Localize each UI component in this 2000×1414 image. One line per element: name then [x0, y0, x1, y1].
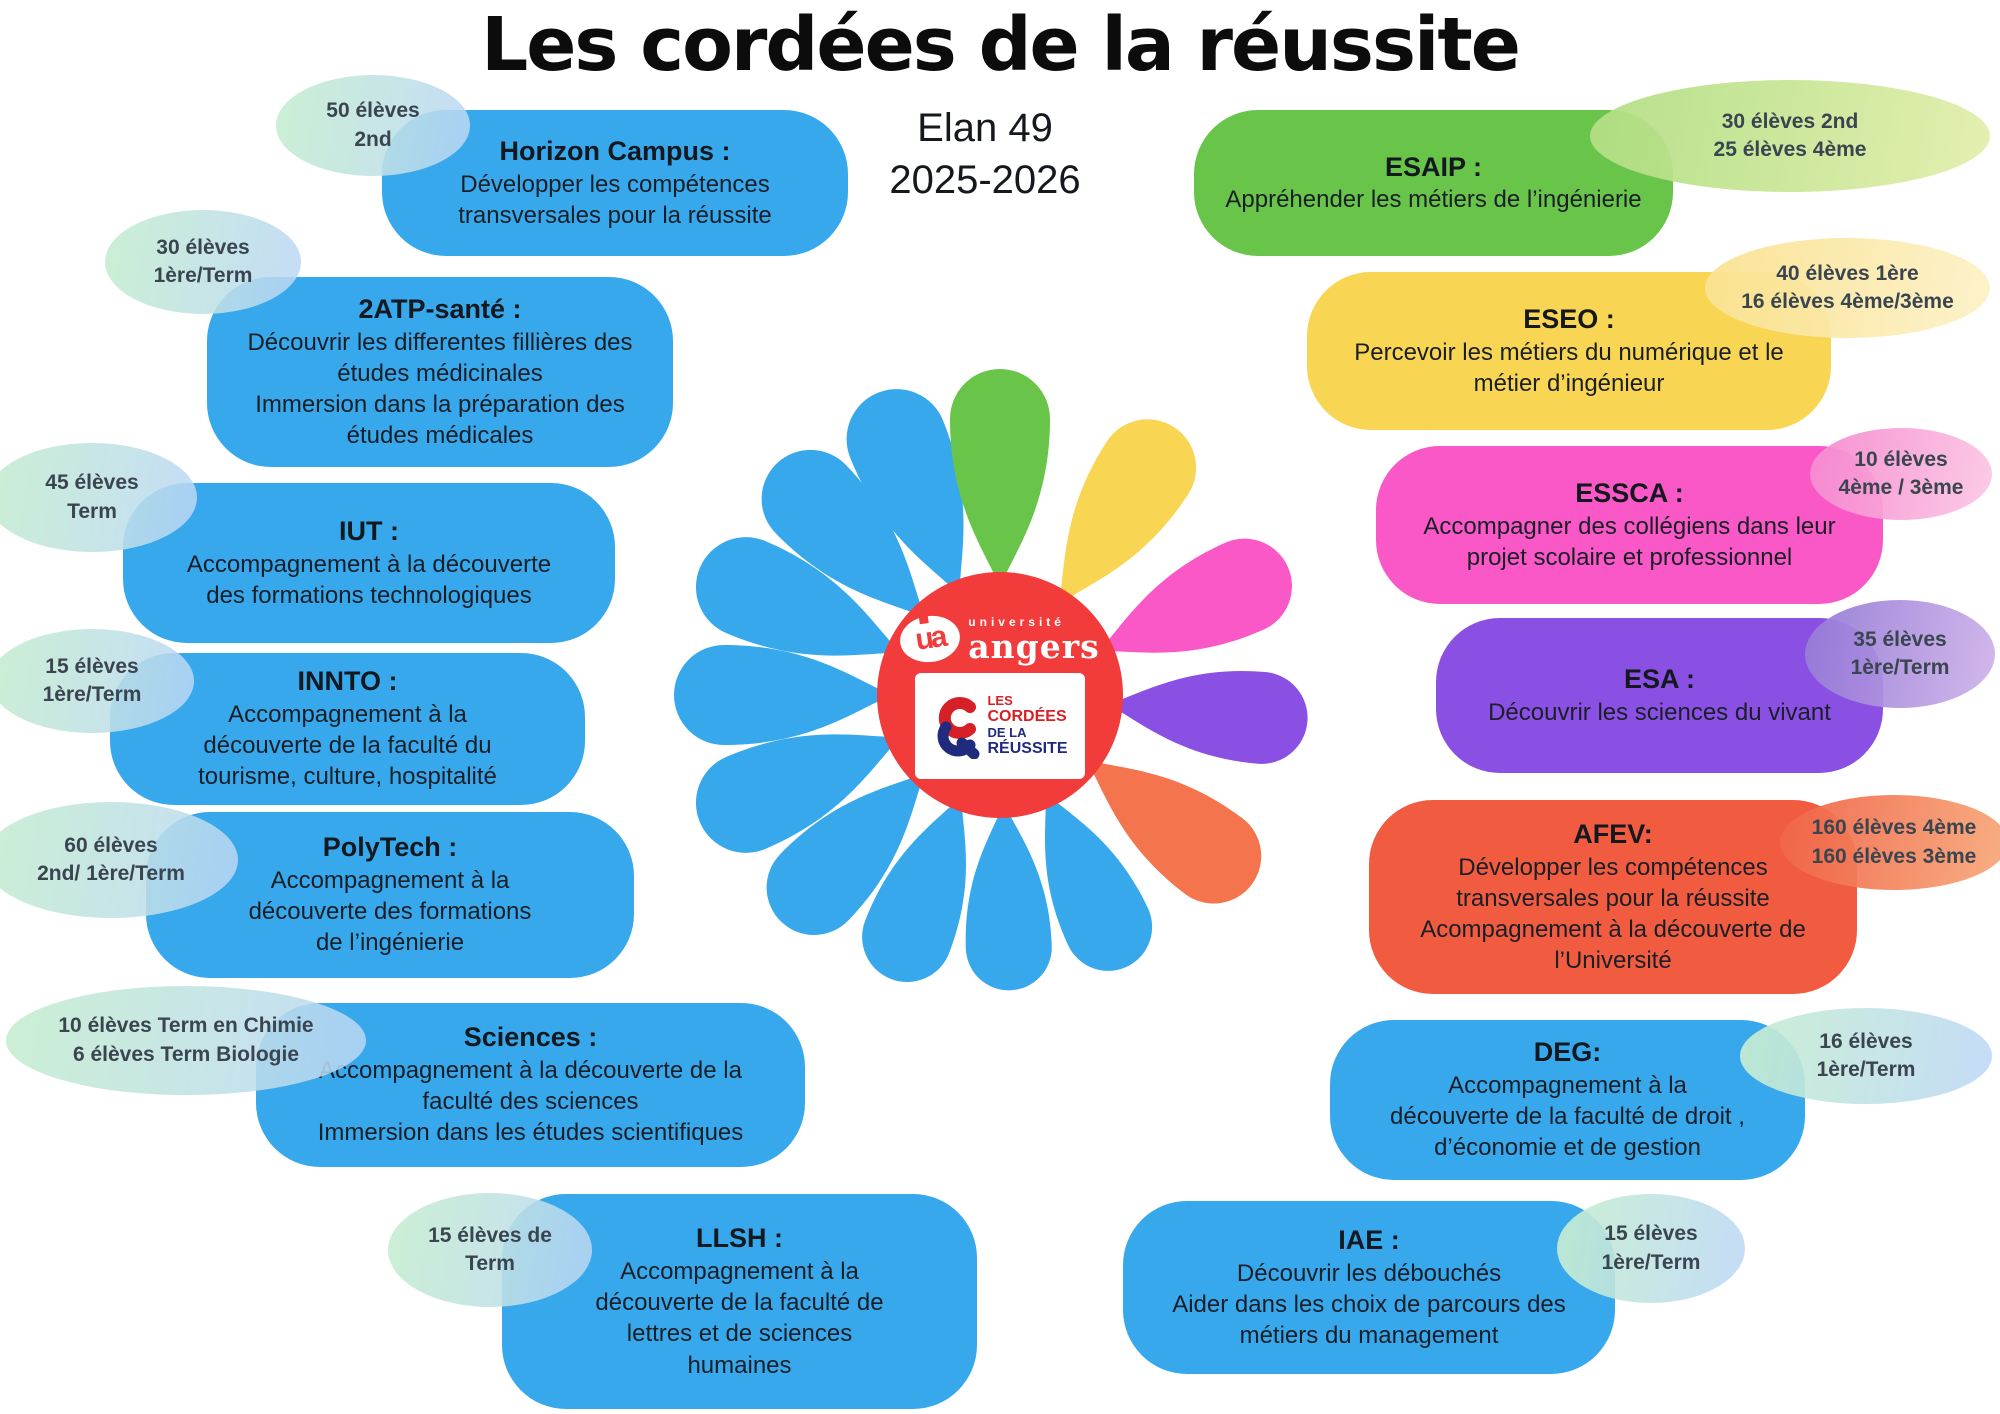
program-description: Développer les compétences transversales…	[458, 170, 772, 229]
student-count-badge-eseo: 40 élèves 1ère 16 élèves 4ème/3ème	[1705, 238, 1990, 338]
program-name: AFEV:	[1573, 818, 1653, 849]
program-description: Accompagnement à la découverte de la fac…	[317, 1057, 744, 1147]
program-description: Accompagnement à la découverte de la fac…	[198, 701, 497, 791]
program-bubble-afev: AFEV: Développer les compétences transve…	[1369, 800, 1857, 994]
program-description: Percevoir les métiers du numérique et le…	[1354, 338, 1784, 397]
program-name: IAE :	[1338, 1224, 1400, 1255]
program-description: Accompagner des collégiens dans leur pro…	[1423, 512, 1836, 571]
ua-monogram-icon: ua	[897, 612, 964, 666]
program-description: Découvrir les débouchés Aider dans les c…	[1172, 1259, 1566, 1349]
program-name: ESEO :	[1523, 303, 1615, 334]
program-name: LLSH :	[696, 1223, 783, 1254]
program-name: ESAIP :	[1384, 151, 1483, 182]
student-count-badge-llsh: 15 élèves de Term	[388, 1193, 592, 1307]
program-name: Horizon Campus :	[499, 135, 731, 166]
cordees-line-dela: DE LA	[987, 724, 1027, 740]
program-description: Accompagnement à la découverte de la fac…	[595, 1258, 884, 1379]
university-angers-logo: ua université angers	[897, 612, 1099, 666]
petal-green	[950, 369, 1050, 587]
years-label: 2025-2026	[889, 158, 1081, 202]
program-name: ESSCA :	[1575, 477, 1684, 508]
ua-monogram-letters: ua	[913, 620, 947, 657]
program-name: 2ATP-santé :	[358, 293, 522, 324]
cordees-line-reussite: RÉUSSITE	[987, 739, 1068, 757]
program-bubble-innto: INNTO : Accompagnement à la découverte d…	[110, 653, 585, 805]
petal-purple	[1103, 658, 1312, 768]
petal-blue	[674, 645, 892, 745]
student-count-badge-horizon-campus: 50 élèves 2nd	[276, 75, 470, 176]
program-bubble-deg: DEG: Accompagnement à la découverte de l…	[1330, 1020, 1805, 1180]
student-count-badge-afev: 160 élèves 4ème 160 élèves 3ème	[1780, 795, 2000, 890]
student-count-badge-iut: 45 élèves Term	[0, 443, 197, 552]
program-bubble-essca: ESSCA : Accompagner des collégiens dans …	[1376, 446, 1883, 604]
program-description: Accompagnement à la découverte des forma…	[186, 550, 552, 609]
program-description: Découvrir les differentes fillières des …	[247, 328, 633, 450]
program-bubble-iut: IUT : Accompagnement à la découverte des…	[123, 483, 615, 643]
cordees-monogram-icon	[938, 696, 980, 759]
universite-label: université	[968, 614, 1065, 629]
student-count-badge-2atp-sante: 30 élèves 1ère/Term	[105, 210, 301, 314]
angers-label: angers	[968, 626, 1100, 666]
center-logo-circle: ua université angers LES CORDÉES DE LA R…	[877, 572, 1123, 818]
program-bubble-llsh: LLSH : Accompagnement à la découverte de…	[502, 1194, 977, 1409]
program-name: IUT :	[339, 515, 399, 546]
program-name: DEG:	[1533, 1037, 1602, 1068]
student-count-badge-polytech: 60 élèves 2nd/ 1ère/Term	[0, 802, 238, 918]
student-count-badge-esa: 35 élèves 1ère/Term	[1805, 600, 1995, 708]
program-description: Appréhender les métiers de l’ingénierie	[1225, 186, 1642, 214]
cordees-line-les: LES	[987, 693, 1013, 709]
edition-subtitle: Elan 49 2025-2026	[840, 102, 1130, 206]
cordees-line-cordees: CORDÉES	[987, 708, 1067, 726]
student-count-badge-esaip: 30 élèves 2nd 25 élèves 4ème	[1590, 80, 1990, 192]
program-description: Accompagnement à la découverte des forma…	[248, 867, 532, 957]
program-description: Développer les compétences transversales…	[1420, 853, 1806, 975]
program-description: Découvrir les sciences du vivant	[1488, 698, 1831, 726]
program-description: Accompagnement à la découverte de la fac…	[1390, 1072, 1745, 1162]
student-count-badge-iae: 15 élèves 1ère/Term	[1557, 1194, 1745, 1303]
cordees-reussite-logo: LES CORDÉES DE LA RÉUSSITE	[915, 672, 1085, 779]
student-count-badge-innto: 15 élèves 1ère/Term	[0, 629, 194, 733]
petal-blue	[960, 801, 1054, 992]
student-count-badge-deg: 16 élèves 1ère/Term	[1740, 1008, 1992, 1104]
program-name: Sciences :	[463, 1022, 598, 1053]
edition-label: Elan 49	[917, 106, 1053, 150]
program-bubble-2atp-sante: 2ATP-santé : Découvrir les differentes f…	[207, 277, 673, 467]
page-title: Les cordées de la réussite	[481, 2, 1521, 88]
student-count-badge-sciences: 10 élèves Term en Chimie 6 élèves Term B…	[6, 986, 366, 1095]
student-count-badge-essca: 10 élèves 4ème / 3ème	[1810, 428, 1992, 520]
program-bubble-horizon-campus: Horizon Campus : Développer les compéten…	[382, 110, 848, 256]
program-name: PolyTech :	[322, 832, 458, 863]
program-name: INNTO :	[297, 666, 398, 697]
cordees-wordmark: LES CORDÉES DE LA RÉUSSITE	[987, 694, 1067, 757]
program-name: ESA :	[1623, 664, 1695, 695]
program-bubble-iae: IAE : Découvrir les débouchés Aider dans…	[1123, 1201, 1615, 1374]
university-angers-wordmark: université angers	[968, 616, 1099, 663]
